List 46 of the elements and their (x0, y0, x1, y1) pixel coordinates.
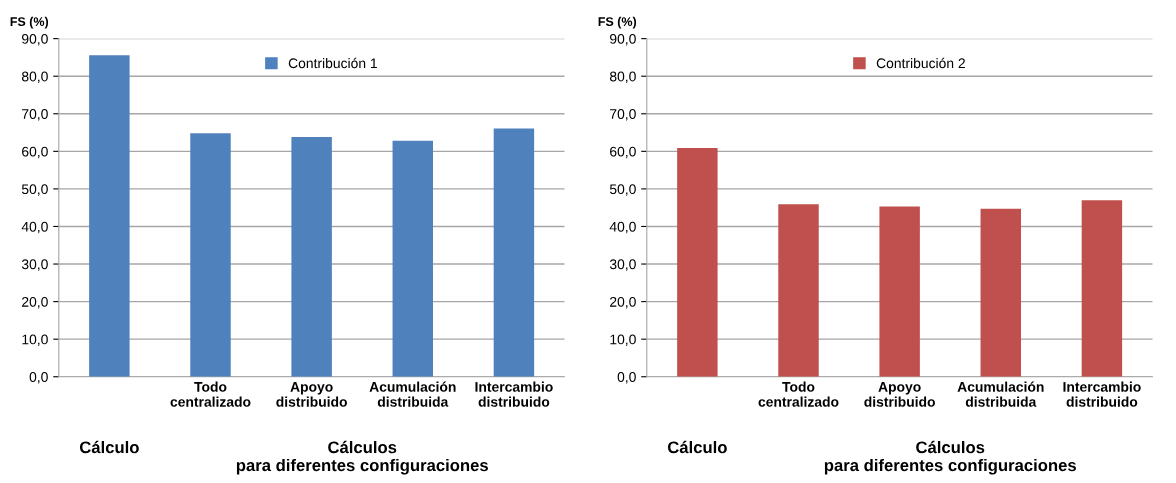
text: Cálculo (79, 440, 139, 454)
x-tick-label: Apoyo distribuido (864, 382, 935, 407)
legend-label: Contribución 2 (876, 57, 965, 69)
y-tick-label: 50,0 (609, 184, 636, 196)
y-tick-label: 40,0 (609, 221, 636, 234)
y-tick-label: 10,0 (22, 334, 48, 346)
y-tick-label: 20,0 (22, 296, 48, 309)
bar (778, 204, 819, 377)
y-axis-title: FS (%) (598, 16, 637, 29)
x-tick-label: Acumulación distribuida (369, 381, 456, 407)
y-axis-title: FS (%) (10, 16, 49, 29)
x-tick-label: Intercambio distribuido (1063, 381, 1141, 407)
bar (677, 147, 718, 377)
text: Cálculos para diferentes configuraciones (236, 440, 488, 475)
y-tick-label: 0,0 (617, 372, 636, 384)
y-tick-label: 70,0 (22, 109, 48, 121)
bar (879, 206, 920, 377)
y-tick-label: 60,0 (610, 146, 636, 159)
bar (291, 137, 332, 377)
y-tick-label: 90,0 (22, 33, 48, 46)
y-tick-label: 90,0 (610, 33, 636, 46)
x-tick-label: Intercambio distribuido (475, 381, 553, 407)
y-tick-label: 10,0 (610, 334, 636, 346)
y-tick-label: 20,0 (610, 296, 636, 309)
legend-label: Contribución 1 (288, 57, 377, 69)
x-tick-label: Acumulación distribuida (957, 381, 1044, 407)
y-tick-label: 30,0 (609, 259, 636, 271)
y-tick-label: 80,0 (609, 71, 636, 84)
y-tick-label: 50,0 (21, 184, 48, 196)
bar (89, 55, 130, 377)
text: Cálculos para diferentes configuraciones (824, 440, 1076, 475)
text: Cálculo (667, 440, 727, 454)
y-tick-label: 40,0 (21, 221, 48, 234)
y-tick-label: 60,0 (22, 146, 48, 159)
y-tick-label: 80,0 (21, 71, 48, 84)
y-tick-label: 0,0 (29, 372, 48, 384)
bar (1081, 200, 1123, 377)
bar (493, 128, 535, 377)
x-tick-label: Todo centralizado (758, 381, 839, 407)
y-tick-label: 70,0 (610, 109, 636, 121)
bar (392, 140, 433, 377)
x-tick-label: Todo centralizado (170, 381, 251, 407)
y-tick-label: 30,0 (21, 259, 48, 271)
bar (190, 133, 231, 377)
bar (980, 208, 1021, 377)
x-tick-label: Apoyo distribuido (276, 382, 347, 407)
